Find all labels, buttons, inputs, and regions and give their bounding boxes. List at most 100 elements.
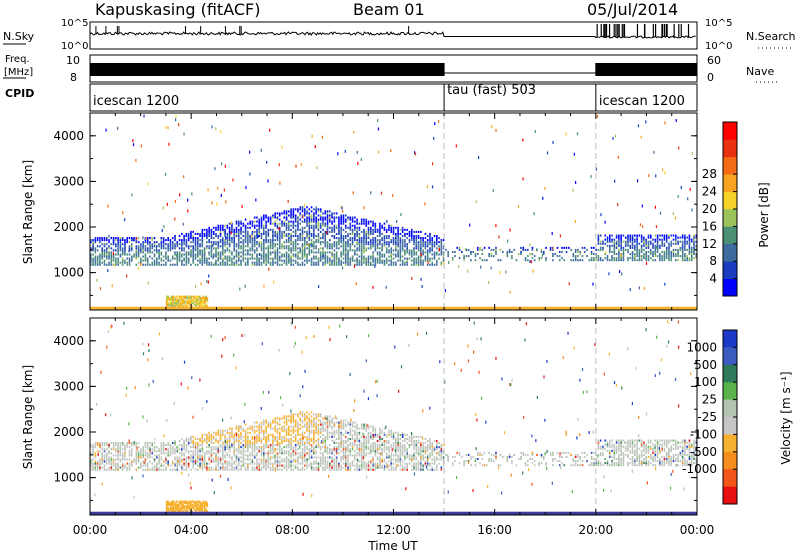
power-cell: [663, 244, 666, 247]
power-cell: [410, 253, 413, 256]
power-cell: [212, 237, 215, 240]
power-cell: [588, 259, 591, 262]
power-cell: [151, 261, 154, 264]
velocity-cell: [142, 448, 144, 451]
power-cell: [606, 238, 609, 241]
velocity-cell: [251, 462, 254, 465]
velocity-cell: [290, 456, 292, 459]
power-cell: [292, 245, 295, 248]
velocity-cell: [174, 468, 176, 471]
velocity-cell: [331, 468, 333, 471]
velocity-cell: [265, 468, 267, 471]
velocity-cell: [137, 454, 140, 457]
power-cell: [693, 252, 695, 256]
velocity-cell: [117, 458, 119, 461]
power-cell: [454, 255, 456, 258]
velocity-cell: [228, 460, 231, 463]
velocity-cell: [249, 439, 251, 443]
velocity-cell: [224, 466, 226, 469]
power-noise: [147, 281, 149, 285]
power-cell: [656, 238, 659, 241]
velocity-cell: [115, 450, 117, 453]
velocity-cell: [283, 446, 286, 449]
velocity-cell: [308, 444, 311, 447]
power-noise: [117, 126, 119, 130]
velocity-cell: [342, 446, 345, 449]
power-cell: [363, 249, 365, 252]
power-cell: [540, 250, 543, 253]
velocity-cell: [215, 431, 217, 434]
power-cell: [408, 249, 411, 252]
power-cell: [374, 243, 377, 246]
power-cell: [372, 251, 374, 254]
velocity-cell: [267, 452, 270, 455]
power-cell: [253, 239, 256, 242]
velocity-cell: [112, 444, 115, 447]
power-cell: [385, 247, 388, 250]
power-cell: [420, 247, 422, 250]
velocity-cell: [292, 439, 295, 443]
velocity-cell: [231, 462, 233, 465]
power-cell: [212, 253, 215, 256]
velocity-cell: [322, 460, 324, 463]
power-cell: [294, 232, 297, 235]
power-cell: [196, 241, 199, 244]
power-cell: [545, 259, 547, 262]
velocity-cell: [192, 462, 195, 465]
power-cell: [299, 263, 302, 266]
power-cell: [383, 239, 386, 242]
power-cell: [631, 234, 634, 237]
power-cell: [415, 234, 418, 238]
power-cell: [192, 257, 195, 260]
power-cell: [177, 300, 180, 303]
power-cell: [224, 255, 226, 258]
velocity-cell: [276, 462, 279, 465]
velocity-cell: [242, 446, 245, 449]
power-cell: [144, 259, 147, 262]
power-cell: [94, 251, 97, 254]
power-cell: [652, 238, 654, 241]
velocity-cell: [290, 415, 292, 418]
velocity-cell: [301, 448, 304, 451]
power-cell: [688, 240, 691, 243]
velocity-cell: [165, 468, 167, 471]
power-cell: [96, 259, 99, 262]
velocity-cell: [306, 448, 308, 451]
velocity-cell: [249, 446, 251, 449]
power-cell: [292, 226, 295, 229]
power-cell: [506, 255, 509, 258]
power-noise: [458, 265, 460, 269]
power-cell: [340, 239, 342, 242]
velocity-cell: [119, 450, 122, 453]
velocity-cell: [313, 452, 315, 455]
power-cell: [160, 253, 163, 256]
power-cell: [303, 230, 306, 233]
power-cell: [415, 247, 418, 250]
power-cell: [333, 241, 336, 244]
power-cell: [198, 303, 201, 306]
power-cell: [130, 259, 133, 262]
power-cell: [272, 237, 274, 240]
velocity-cell: [310, 464, 313, 467]
velocity-cell: [174, 439, 176, 443]
power-cell: [686, 257, 688, 260]
power-cell: [372, 224, 374, 227]
power-cell: [645, 246, 648, 249]
power-cell: [224, 243, 226, 246]
velocity-cell: [276, 431, 279, 434]
velocity-cell: [92, 462, 94, 465]
power-cell: [333, 226, 336, 229]
power-cell: [392, 226, 395, 229]
power-cell: [618, 257, 620, 260]
power-cell: [388, 224, 390, 227]
power-cell: [435, 259, 438, 262]
power-cell: [367, 226, 370, 229]
power-cell: [281, 220, 283, 223]
power-noise: [380, 191, 383, 195]
velocity-cell: [94, 452, 97, 455]
velocity-cell: [269, 448, 272, 451]
power-cell: [659, 255, 661, 258]
power-cell: [381, 232, 383, 235]
velocity-cell: [224, 446, 226, 449]
power-cell: [399, 237, 402, 240]
